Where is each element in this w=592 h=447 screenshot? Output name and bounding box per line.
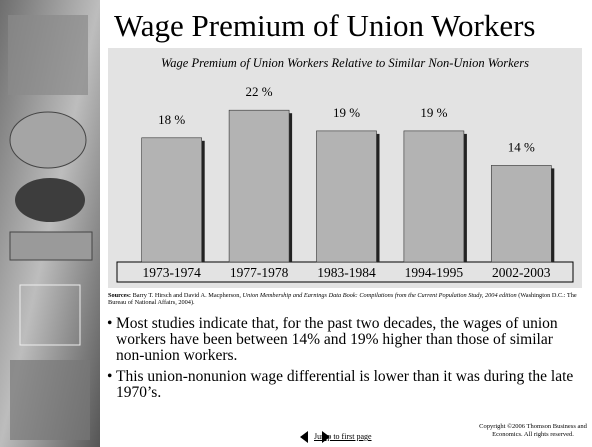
bullet: This union-nonunion wage differential is… bbox=[107, 369, 577, 401]
sidebar-image bbox=[10, 360, 90, 440]
bar bbox=[141, 137, 202, 263]
jump-link[interactable]: Jump to first page bbox=[314, 432, 372, 441]
chart-title: Wage Premium of Union Workers Relative t… bbox=[161, 56, 529, 70]
globe-icon bbox=[9, 111, 87, 169]
value-label: 19 % bbox=[333, 105, 360, 120]
sources-publisher: (Washington D.C.: The Bureau of National… bbox=[108, 292, 577, 306]
value-label: 19 % bbox=[420, 105, 447, 120]
copyright: Copyright ©2006 Thomson Business and Eco… bbox=[479, 423, 587, 438]
x-tick-label: 1973-1974 bbox=[142, 265, 201, 280]
bar bbox=[490, 165, 552, 263]
bar bbox=[403, 130, 465, 263]
x-tick-label: 1994-1995 bbox=[405, 265, 464, 280]
pie-icon bbox=[15, 178, 85, 222]
cube-icon bbox=[19, 284, 81, 346]
slide-title: Wage Premium of Union Workers bbox=[114, 8, 536, 43]
value-label: 14 % bbox=[508, 139, 535, 154]
bullet-list: Most studies indicate that, for the past… bbox=[107, 316, 577, 406]
x-tick-label: 1977-1978 bbox=[230, 265, 289, 280]
x-tick-label: 2002-2003 bbox=[492, 265, 551, 280]
money-icon bbox=[9, 231, 93, 261]
sources-label: Sources: bbox=[108, 292, 131, 299]
sources-authors: Barry T. Hirsch and David A. Macpherson, bbox=[132, 292, 241, 299]
bar bbox=[228, 109, 290, 263]
value-label: 22 % bbox=[246, 84, 273, 99]
bullet: Most studies indicate that, for the past… bbox=[107, 316, 577, 364]
bar bbox=[316, 130, 377, 263]
sidebar-image bbox=[8, 15, 88, 95]
sources-book: Union Membership and Earnings Data Book:… bbox=[242, 292, 517, 299]
sources: Sources: Barry T. Hirsch and David A. Ma… bbox=[108, 292, 578, 306]
value-label: 18 % bbox=[158, 112, 185, 127]
chart: Wage Premium of Union Workers Relative t… bbox=[116, 56, 574, 283]
x-tick-label: 1983-1984 bbox=[317, 265, 376, 280]
nav-arrows bbox=[300, 431, 330, 443]
